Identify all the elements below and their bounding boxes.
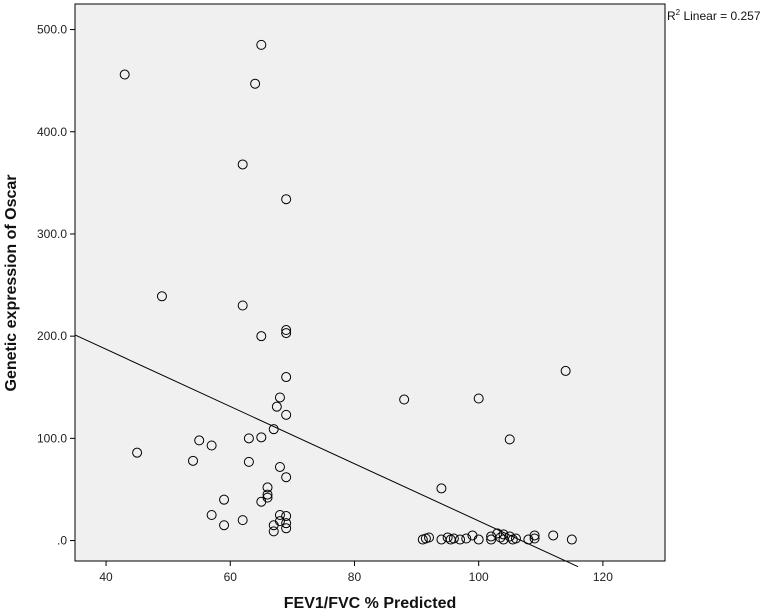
data-point (243, 433, 254, 444)
data-point (281, 523, 292, 534)
data-point (473, 393, 484, 404)
data-point (281, 325, 292, 336)
y-tick-label: 500.0 (37, 23, 67, 37)
data-point (268, 424, 279, 435)
data-point (504, 434, 515, 445)
x-tick-label: 120 (593, 570, 613, 584)
data-point (461, 533, 472, 544)
data-point (156, 291, 167, 302)
x-tick-label: 40 (99, 570, 113, 584)
data-point (281, 194, 292, 205)
data-point (188, 455, 198, 466)
data-point (399, 394, 410, 405)
data-point (560, 365, 571, 376)
fit-label: R2 Linear = 0.257 (667, 8, 761, 23)
x-tick-label: 100 (469, 570, 489, 584)
data-point (243, 456, 254, 467)
y-tick-label: 200.0 (37, 329, 67, 343)
data-point (498, 529, 509, 540)
data-point (548, 530, 559, 541)
data-point (566, 534, 577, 545)
data-point (271, 401, 282, 412)
data-point (219, 520, 230, 531)
data-point (256, 39, 267, 50)
x-tick-label: 60 (224, 570, 238, 584)
data-point (281, 409, 292, 420)
data-point (510, 533, 521, 544)
plot-area (74, 3, 666, 562)
data-point (219, 494, 230, 505)
x-axis-title: FEV1/FVC % Predicted (284, 595, 457, 612)
data-point (529, 530, 540, 541)
data-point (455, 534, 466, 545)
data-point (119, 69, 130, 80)
data-point (473, 534, 484, 545)
y-tick-label: 400.0 (37, 125, 67, 139)
data-point (132, 447, 143, 458)
data-point (504, 531, 515, 542)
data-point (206, 510, 217, 521)
data-point (436, 483, 447, 494)
data-point (194, 435, 205, 446)
data-point (281, 472, 292, 483)
data-point (281, 328, 292, 339)
data-point (281, 511, 292, 522)
data-point (486, 534, 497, 545)
data-point (206, 440, 217, 451)
data-point (281, 518, 292, 529)
y-tick-label: 100.0 (37, 431, 67, 445)
y-tick-label: 300.0 (37, 227, 67, 241)
data-point (262, 489, 273, 500)
data-point (424, 532, 434, 543)
data-point (274, 461, 285, 472)
data-point (268, 526, 279, 537)
data-point (268, 520, 279, 531)
data-point (256, 432, 267, 443)
data-points (119, 39, 577, 545)
data-point (448, 533, 459, 544)
data-point (256, 496, 267, 507)
x-axis: 40 60 80 100 120 (99, 561, 613, 584)
data-point (442, 532, 453, 543)
data-point (281, 372, 292, 383)
data-point (529, 533, 540, 544)
y-tick-label: .0 (57, 534, 67, 548)
data-point (274, 510, 285, 521)
data-point (256, 331, 267, 342)
data-point (262, 482, 273, 493)
data-point (237, 300, 248, 311)
data-point (250, 78, 261, 89)
x-tick-label: 80 (348, 570, 362, 584)
data-point (274, 392, 285, 403)
y-axis: .0 100.0 200.0 300.0 400.0 500.0 (37, 23, 75, 548)
y-axis-title: Genetic expression of Oscar (3, 175, 20, 392)
fit-line (74, 334, 579, 568)
data-point (237, 515, 248, 526)
data-point (237, 159, 248, 170)
